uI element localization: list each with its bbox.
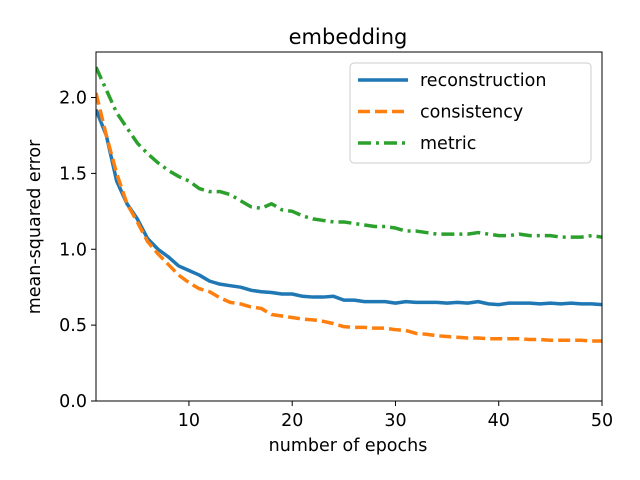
- x-tick-label: 40: [488, 411, 510, 431]
- legend-label-consistency: consistency: [420, 103, 523, 123]
- x-tick-label: 30: [384, 411, 406, 431]
- legend-box: [349, 62, 592, 164]
- chart-title: embedding: [289, 25, 408, 49]
- y-tick-label: 1.0: [59, 240, 87, 260]
- plot-frame: [95, 51, 603, 402]
- y-tick-label: 1.5: [59, 164, 87, 184]
- legend-label-metric: metric: [420, 134, 476, 154]
- axes-layer: 10 20 30 40 50 0.0 0.5 1.0 1.5 2.0: [59, 51, 613, 431]
- x-tick-label: 10: [178, 411, 200, 431]
- legend-label-reconstruction: reconstruction: [420, 71, 546, 91]
- y-axis-label: mean-squared error: [25, 139, 45, 314]
- y-tick-label: 0.5: [59, 316, 87, 336]
- x-axis-label: number of epochs: [269, 436, 428, 456]
- x-tick-label: 50: [591, 411, 613, 431]
- series-line-metric: [96, 66, 602, 239]
- series-line-reconstruction: [96, 109, 602, 307]
- series-layer: [96, 66, 602, 343]
- x-tick-label: 20: [281, 411, 303, 431]
- legend: reconstruction consistency metric: [349, 62, 592, 164]
- y-tick-label: 0.0: [59, 392, 87, 412]
- y-tick-label: 2.0: [59, 89, 87, 109]
- series-line-consistency: [96, 92, 602, 343]
